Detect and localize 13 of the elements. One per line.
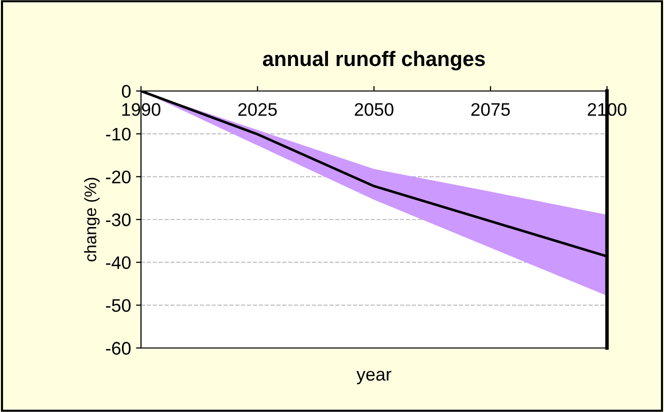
x-tick-label: 2025 <box>238 103 277 116</box>
y-tick-label: -60 <box>106 342 131 355</box>
y-tick-label: 0 <box>122 84 131 98</box>
y-tick-label: -30 <box>106 213 131 226</box>
y-tick-label: -50 <box>106 299 131 312</box>
chart-title: annual runoff changes <box>262 50 485 70</box>
y-tick-label: -20 <box>106 170 131 184</box>
x-tick-label: 2050 <box>354 103 394 116</box>
y-axis-title: change (%) <box>84 178 100 262</box>
y-tick-label: -40 <box>106 256 131 270</box>
x-tick-label: 2075 <box>471 103 510 116</box>
y-tick-label: -10 <box>106 128 131 141</box>
x-axis-title: year <box>356 370 392 384</box>
